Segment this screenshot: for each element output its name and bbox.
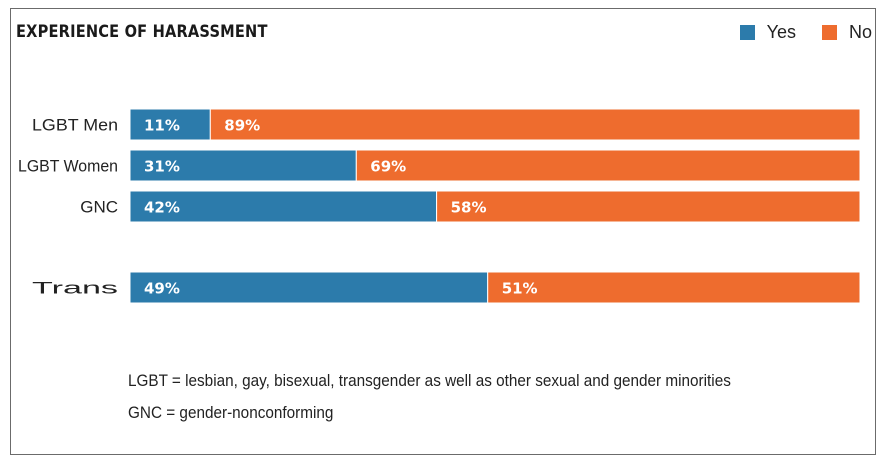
footnote-lgbt: LGBT = lesbian, gay, bisexual, transgend… <box>128 371 731 390</box>
bar-trans-no <box>487 271 861 304</box>
data-label-lgbt-men-yes: 11% <box>144 117 180 135</box>
category-label-lgbt-men: LGBT Men <box>32 116 118 135</box>
bar-trans-yes <box>129 271 489 304</box>
bar-gnc-no <box>436 190 861 223</box>
data-label-gnc-yes: 42% <box>144 199 180 217</box>
legend-item-yes: Yes <box>739 22 796 43</box>
data-label-gnc-no: 58% <box>451 199 487 217</box>
chart-title: EXPERIENCE OF HARASSMENT <box>16 22 268 42</box>
legend-swatch-yes <box>739 25 755 40</box>
legend: Yes No <box>714 22 872 43</box>
data-label-trans-no: 51% <box>502 280 538 298</box>
category-label-gnc: GNC <box>80 198 118 217</box>
legend-label-no: No <box>848 22 872 42</box>
legend-item-no: No <box>821 22 872 43</box>
bar-lgbt-women-yes <box>129 149 357 182</box>
bar-gnc-yes <box>129 190 438 223</box>
chart-frame <box>10 8 876 455</box>
bar-lgbt-men-no <box>209 108 861 141</box>
legend-swatch-no <box>821 25 837 40</box>
data-label-lgbt-men-no: 89% <box>224 117 260 135</box>
legend-label-yes: Yes <box>766 22 796 42</box>
data-label-trans-yes: 49% <box>144 280 180 298</box>
bar-lgbt-men-yes <box>129 108 211 141</box>
bar-lgbt-women-no <box>355 149 861 182</box>
data-label-lgbt-women-yes: 31% <box>144 158 180 176</box>
footnote-gnc: GNC = gender-nonconforming <box>128 403 334 422</box>
category-label-trans: Trans <box>32 279 118 298</box>
category-label-lgbt-women: LGBT Women <box>18 157 118 176</box>
data-label-lgbt-women-no: 69% <box>370 158 406 176</box>
